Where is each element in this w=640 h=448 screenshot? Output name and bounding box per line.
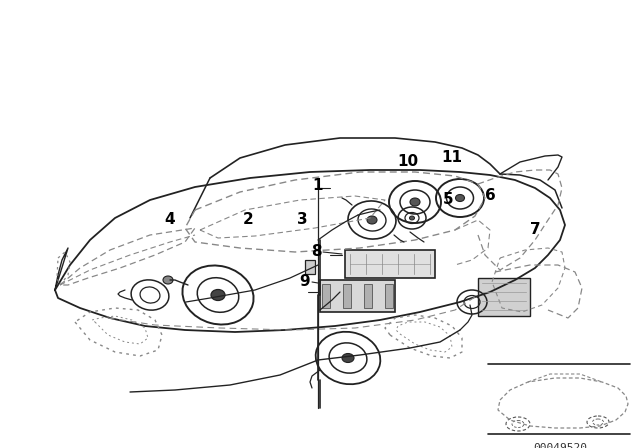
Bar [478, 278, 530, 316]
Text: 7: 7 [530, 223, 540, 237]
Text: 9: 9 [300, 275, 310, 289]
Text: 4: 4 [164, 212, 175, 228]
Text: 3: 3 [297, 212, 307, 228]
Ellipse shape [410, 216, 415, 220]
Text: 6: 6 [484, 189, 495, 203]
Bar [385, 284, 393, 308]
Ellipse shape [367, 216, 377, 224]
Bar [345, 250, 435, 278]
Bar [305, 260, 315, 274]
Text: 2: 2 [243, 212, 253, 228]
Bar [364, 284, 372, 308]
Text: 1: 1 [313, 177, 323, 193]
Bar [343, 284, 351, 308]
Ellipse shape [456, 194, 465, 202]
Text: 10: 10 [397, 155, 419, 169]
Ellipse shape [211, 289, 225, 301]
Bar [322, 284, 330, 308]
Text: 5: 5 [443, 193, 453, 207]
Bar [320, 280, 395, 312]
Ellipse shape [342, 353, 354, 362]
Text: 00049520: 00049520 [533, 443, 587, 448]
Ellipse shape [163, 276, 173, 284]
Ellipse shape [410, 198, 420, 206]
Text: 8: 8 [310, 245, 321, 259]
Text: 11: 11 [442, 151, 463, 165]
